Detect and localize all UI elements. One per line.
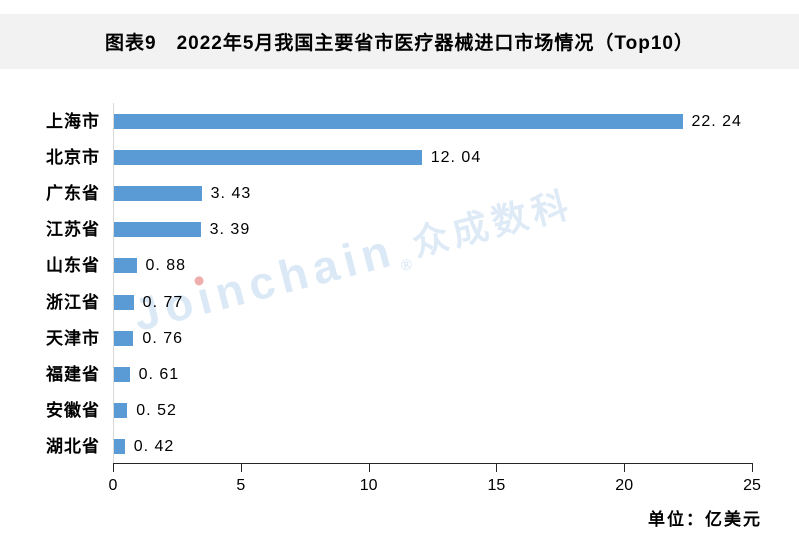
bar-row: 天津市 0. 76 (0, 321, 799, 357)
category-label: 山东省 (46, 256, 100, 276)
bar (114, 222, 201, 238)
x-tick-mark (240, 464, 242, 472)
x-tick-mark (624, 464, 626, 472)
x-tick-label: 0 (108, 477, 118, 494)
category-label: 安徽省 (46, 400, 100, 420)
category-label: 福建省 (46, 364, 100, 384)
bar-row: 广东省 3. 43 (0, 176, 799, 212)
bar (114, 294, 134, 310)
value-label: 0. 88 (145, 257, 187, 275)
bar-row: 福建省 0. 61 (0, 357, 799, 393)
bar-row: 江苏省 3. 39 (0, 212, 799, 248)
x-tick-mark (113, 464, 114, 472)
x-tick-label: 25 (743, 477, 761, 494)
bar (114, 330, 134, 346)
bar-row: 浙江省 0. 77 (0, 285, 799, 321)
value-label: 0. 77 (142, 293, 184, 311)
value-axis-line (113, 463, 753, 464)
bar (114, 258, 137, 274)
value-label: 0. 42 (133, 437, 175, 455)
category-label: 浙江省 (46, 292, 100, 312)
value-label: 0. 52 (136, 401, 177, 419)
x-tick-label: 5 (236, 477, 246, 494)
x-tick-mark (368, 464, 370, 472)
bar-row: 北京市 12. 04 (0, 140, 799, 176)
value-label: 0. 61 (138, 365, 180, 383)
category-label: 上海市 (46, 112, 100, 131)
value-label: 0. 76 (142, 329, 184, 347)
bar (114, 150, 422, 166)
bar-row: 上海市 22. 24 (0, 104, 799, 140)
x-tick-label: 15 (487, 477, 506, 494)
category-label: 广东省 (46, 184, 100, 204)
unit-label: 单位：亿美元 (648, 510, 762, 529)
value-label: 22. 24 (691, 113, 742, 130)
category-label: 北京市 (46, 148, 100, 168)
bar-row: 湖北省 0. 42 (0, 429, 799, 465)
category-label: 江苏省 (46, 220, 100, 240)
chart-title-banner: 图表9 2022年5月我国主要省市医疗器械进口市场情况（Top10） (0, 14, 799, 69)
value-label: 12. 04 (430, 149, 482, 167)
bar-row: 山东省 0. 88 (0, 248, 799, 284)
bar (114, 438, 125, 454)
value-label: 3. 43 (210, 185, 252, 203)
category-label: 天津市 (46, 328, 100, 348)
bar (114, 402, 128, 418)
x-tick-mark (496, 464, 498, 472)
bar-row: 安徽省 0. 52 (0, 393, 799, 429)
bar (114, 114, 683, 129)
chart-title: 图表9 2022年5月我国主要省市医疗器械进口市场情况（Top10） (105, 33, 694, 54)
bar (114, 366, 130, 382)
bar (114, 186, 202, 202)
category-axis-line (113, 103, 114, 463)
x-tick-label: 10 (359, 477, 378, 494)
x-tick-label: 20 (615, 477, 634, 494)
value-label: 3. 39 (209, 221, 251, 239)
category-label: 湖北省 (46, 436, 100, 456)
x-tick-mark (752, 464, 753, 472)
